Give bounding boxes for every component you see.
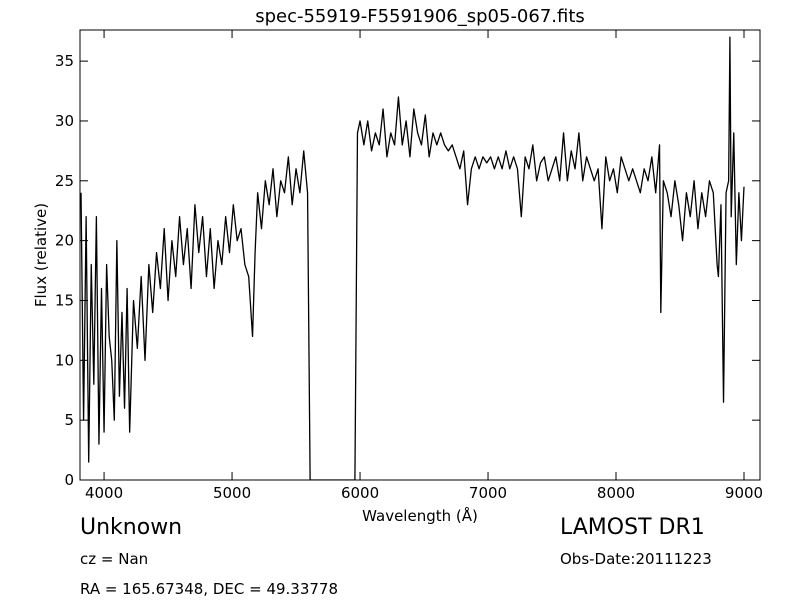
annotation: Unknown xyxy=(80,515,182,540)
x-tick-label: 8000 xyxy=(597,484,635,502)
x-tick-label: 4000 xyxy=(85,484,123,502)
spectrum-line xyxy=(80,36,745,480)
annotation: LAMOST DR1 xyxy=(560,515,705,540)
y-tick-label: 5 xyxy=(64,411,74,429)
plot-frame xyxy=(79,29,761,481)
y-tick-label: 25 xyxy=(55,172,74,190)
y-tick-label: 10 xyxy=(55,351,74,369)
y-tick-label: 35 xyxy=(55,52,74,70)
y-tick-label: 0 xyxy=(64,471,74,489)
x-tick-label: 5000 xyxy=(213,484,251,502)
y-axis-label: Flux (relative) xyxy=(32,203,50,307)
y-tick-label: 15 xyxy=(55,291,74,309)
chart-title: spec-55919-F5591906_sp05-067.fits xyxy=(255,6,585,27)
x-axis-label: Wavelength (Å) xyxy=(362,506,478,525)
annotation: Obs-Date:20111223 xyxy=(560,550,712,568)
x-tick-label: 6000 xyxy=(341,484,379,502)
y-tick-label: 20 xyxy=(55,232,74,250)
x-tick-label: 9000 xyxy=(725,484,763,502)
annotation: RA = 165.67348, DEC = 49.33778 xyxy=(80,580,338,598)
annotation: cz = Nan xyxy=(80,550,148,568)
plot-area xyxy=(80,36,745,480)
x-tick-label: 7000 xyxy=(469,484,507,502)
y-tick-label: 30 xyxy=(55,112,74,130)
